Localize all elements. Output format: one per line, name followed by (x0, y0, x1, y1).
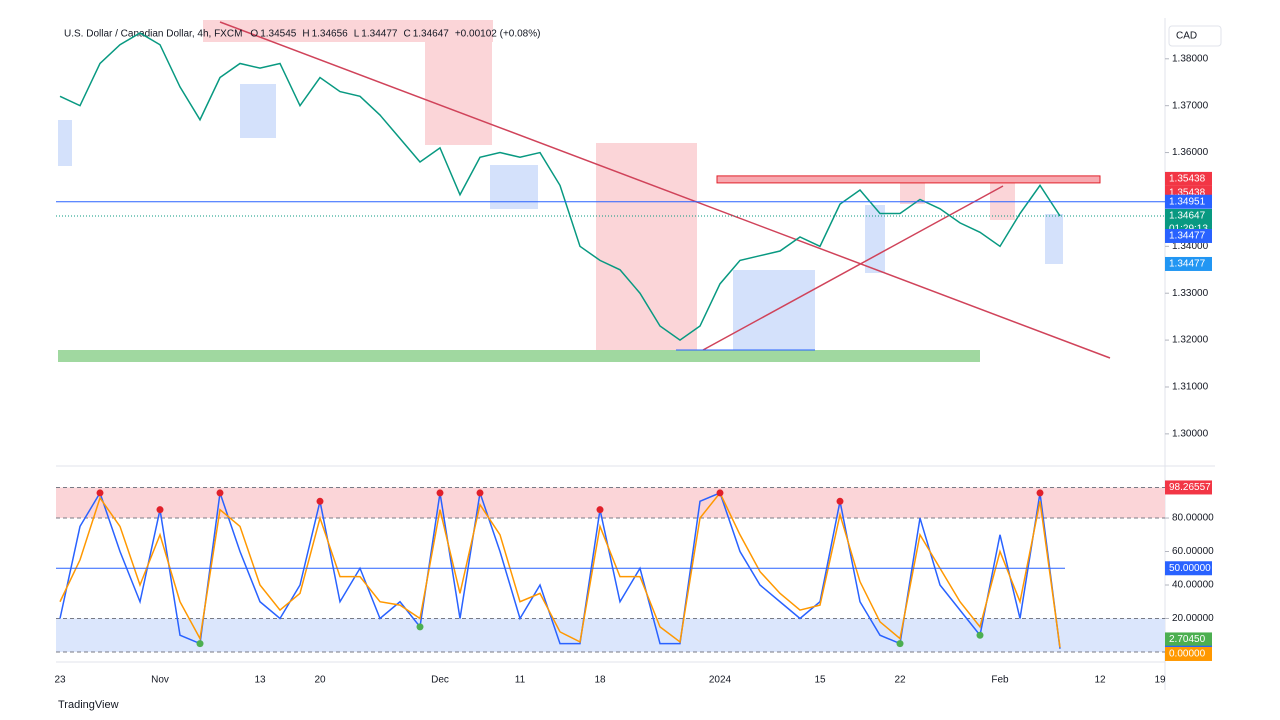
price-tag: 1.34647 (1169, 211, 1206, 222)
ohlc-key: O (250, 29, 258, 40)
trend-line (219, 21, 1111, 359)
trend-line (702, 185, 1004, 351)
x-tick-label: 22 (894, 675, 906, 686)
overbought-dot (596, 506, 604, 514)
symbol-title: U.S. Dollar / Canadian Dollar, 4h, FXCM (64, 29, 242, 40)
zone-band (56, 487, 1165, 519)
overbought-dot (216, 489, 224, 497)
value-tag-bg (1165, 646, 1212, 661)
value-tag: 2.70450 (1169, 634, 1206, 645)
currency: CAD (1176, 31, 1197, 42)
y-tick-label: 60.00000 (1172, 546, 1214, 557)
y-tick-label: 1.33000 (1172, 288, 1209, 299)
y-tick-label: 20.00000 (1172, 613, 1214, 624)
zone-box (240, 84, 276, 138)
overbought-dot (1036, 489, 1044, 497)
brand: TradingView (58, 699, 119, 711)
series-line (59, 491, 1061, 648)
x-tick-label: 11 (515, 675, 526, 686)
zone-box (990, 182, 1015, 220)
value-tag-bg (1165, 561, 1212, 576)
overbought-dot (436, 489, 444, 497)
currency-box[interactable] (1168, 25, 1222, 47)
y-tick-label: 1.38000 (1172, 53, 1209, 64)
value-tag: 0.00000 (1169, 649, 1206, 660)
y-tick-label: 1.37000 (1172, 100, 1209, 111)
price-change: +0.00102 (+0.08%) (455, 29, 541, 40)
price-tag: 1.34951 (1169, 196, 1206, 207)
ohlc-value: 1.34477 (361, 29, 398, 40)
zone-box (865, 205, 885, 273)
overbought-dot (836, 497, 844, 505)
oversold-dot (416, 623, 424, 631)
series-line (59, 32, 1061, 342)
ohlc-value: 1.34656 (312, 29, 349, 40)
x-tick-label: Dec (431, 675, 449, 686)
y-tick-label: 40.00000 (1172, 580, 1214, 591)
zone-band (56, 618, 1165, 652)
zone-box (58, 120, 72, 166)
price-tag-bg (1165, 171, 1212, 186)
x-tick-label: 13 (254, 675, 266, 686)
price-tag: 1.35438 (1169, 188, 1206, 199)
zone-box (203, 20, 493, 42)
price-tag-bg (1165, 194, 1212, 209)
y-tick-label: 1.34000 (1172, 241, 1209, 252)
value-tag: 50.00000 (1169, 563, 1211, 574)
zone-box (490, 165, 538, 209)
x-tick-label: 15 (814, 675, 826, 686)
overbought-dot (96, 489, 104, 497)
price-tag-bg (1165, 228, 1212, 243)
overbought-dot (716, 489, 724, 497)
price-tag-bg (1165, 256, 1212, 271)
y-tick-label: 1.31000 (1172, 382, 1209, 393)
oversold-dot (196, 640, 204, 648)
ohlc-key: H (302, 29, 309, 40)
overbought-dot (476, 489, 484, 497)
price-tag: 1.35438 (1169, 174, 1206, 185)
overbought-dot (316, 497, 324, 505)
y-tick-label: 1.36000 (1172, 147, 1209, 158)
support-zone (58, 350, 980, 362)
x-tick-label: Nov (151, 675, 169, 686)
zone-box (425, 40, 492, 145)
x-tick-label: 18 (594, 675, 606, 686)
x-tick-label: Feb (991, 675, 1009, 686)
value-tag: 98.26557 (1169, 482, 1211, 493)
y-tick-label: 1.30000 (1172, 429, 1209, 440)
ohlc-key: C (403, 29, 410, 40)
x-tick-label: 2024 (709, 675, 732, 686)
x-tick-label: 23 (54, 675, 66, 686)
y-tick-label: 80.00000 (1172, 513, 1214, 524)
ohlc-value: 1.34545 (260, 29, 297, 40)
zone-box (733, 270, 815, 350)
price-tag: 1.34477 (1169, 231, 1206, 242)
x-tick-label: 19 (1154, 675, 1166, 686)
oversold-dot (896, 640, 904, 648)
price-tag: 1.34477 (1169, 259, 1206, 270)
series-line (59, 491, 1061, 649)
header: U.S. Dollar / Canadian Dollar, 4h, FXCM O… (64, 29, 540, 40)
oversold-dot (976, 631, 984, 639)
zone-box (900, 182, 925, 204)
zone-box (1045, 214, 1063, 264)
overbought-dot (156, 506, 164, 514)
ohlc-key: L (354, 29, 360, 40)
resistance-zone (716, 175, 1101, 184)
x-tick-label: 12 (1094, 675, 1106, 686)
zone-box (596, 143, 697, 350)
y-tick-label: 1.32000 (1172, 335, 1209, 346)
value-tag-bg (1165, 632, 1212, 647)
value-tag-bg (1165, 480, 1212, 495)
x-tick-label: 20 (314, 675, 326, 686)
ohlc-value: 1.34647 (413, 29, 450, 40)
